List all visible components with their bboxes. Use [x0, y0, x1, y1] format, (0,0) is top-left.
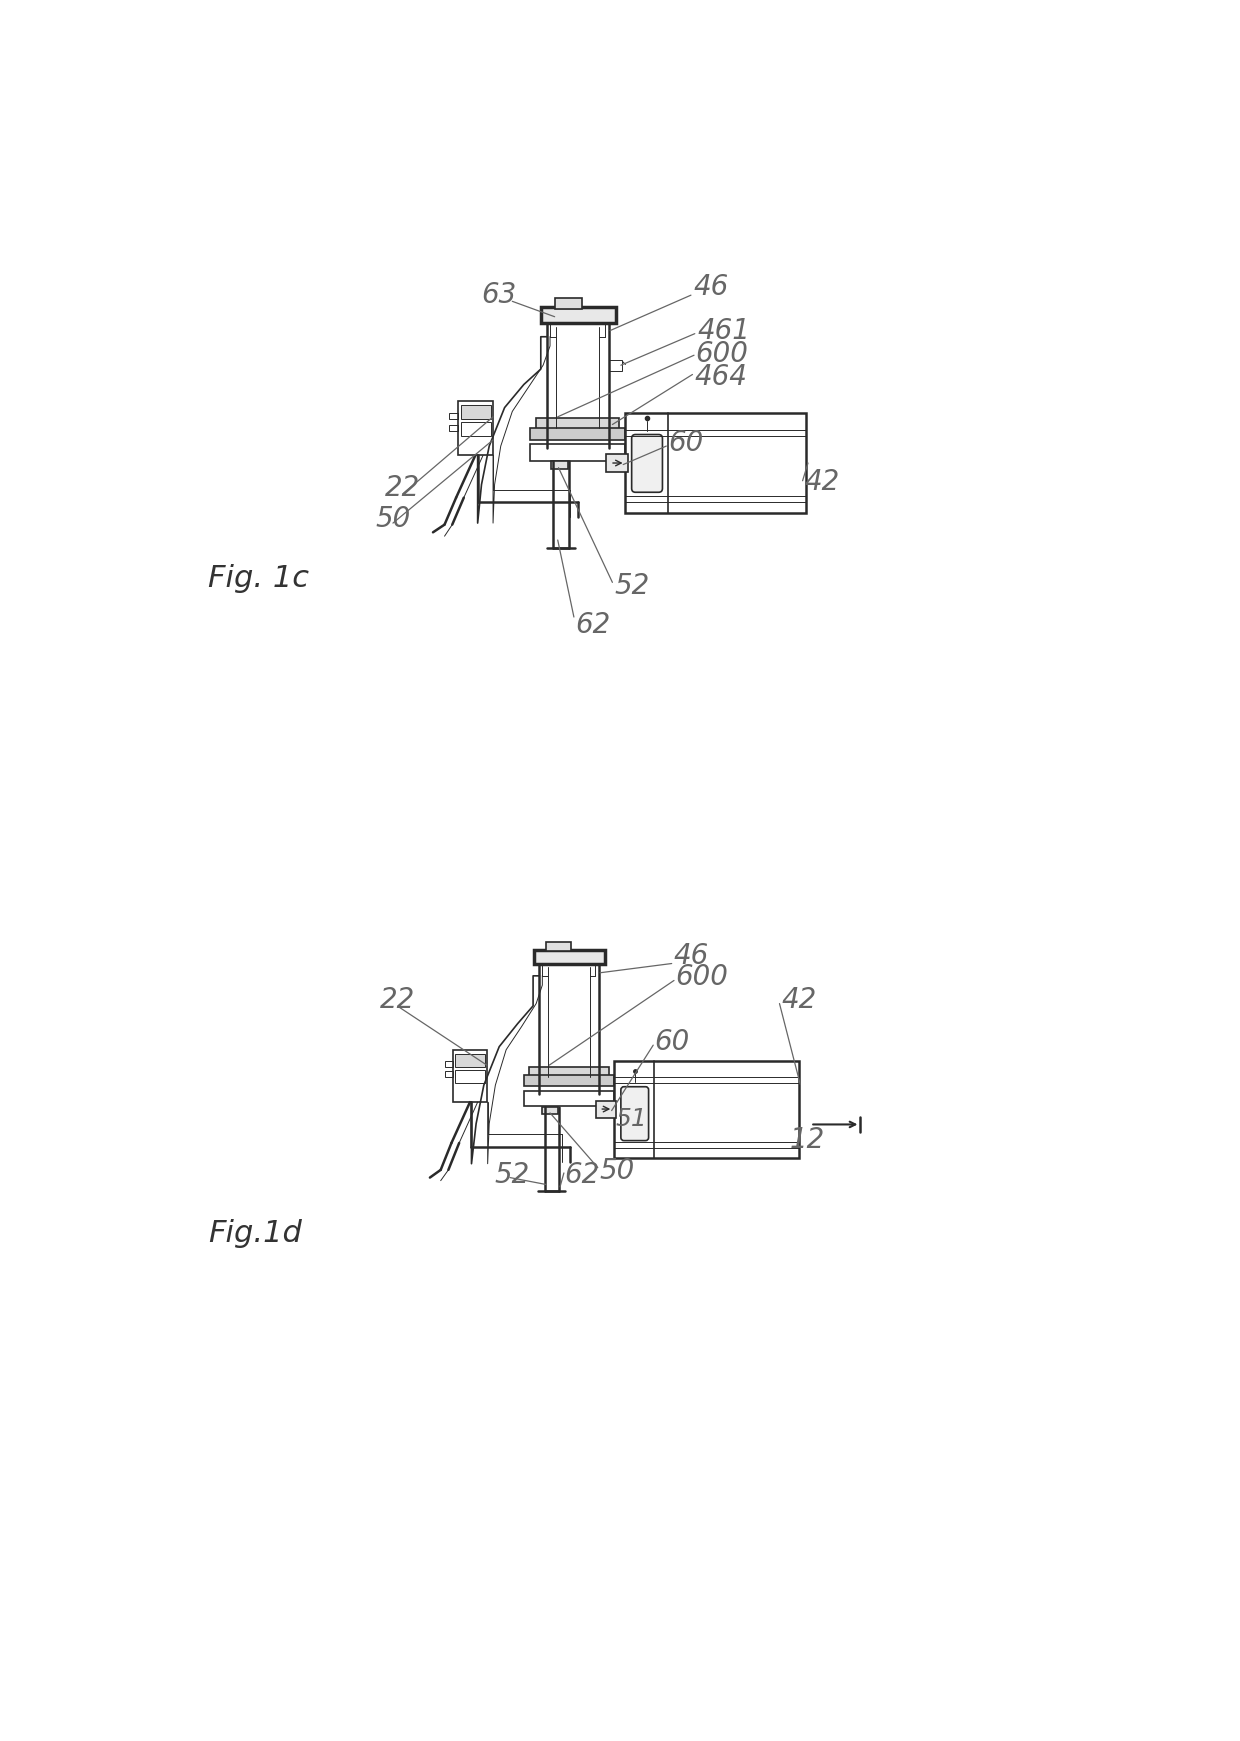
Bar: [614, 1062, 799, 1158]
Bar: [546, 942, 570, 951]
Bar: [453, 1050, 487, 1102]
Bar: [606, 454, 627, 472]
FancyBboxPatch shape: [621, 1086, 649, 1140]
Text: 50: 50: [376, 505, 410, 533]
Bar: [529, 444, 625, 461]
Bar: [529, 1067, 609, 1081]
Bar: [542, 1107, 558, 1114]
Text: 63: 63: [481, 280, 517, 310]
Text: 52: 52: [495, 1161, 529, 1189]
Bar: [461, 423, 491, 435]
Text: 42: 42: [805, 468, 841, 496]
Bar: [536, 418, 619, 434]
Bar: [541, 308, 616, 322]
FancyBboxPatch shape: [631, 435, 662, 493]
Bar: [444, 1071, 453, 1078]
Text: Fig.1d: Fig.1d: [208, 1219, 303, 1248]
Bar: [609, 360, 622, 371]
Text: 461: 461: [697, 317, 750, 345]
Bar: [444, 1060, 453, 1067]
Bar: [551, 461, 568, 468]
Bar: [554, 298, 582, 308]
Text: 60: 60: [655, 1027, 689, 1057]
Text: 22: 22: [379, 987, 415, 1015]
Bar: [461, 406, 491, 420]
Text: 22: 22: [386, 474, 420, 501]
Text: 50: 50: [599, 1158, 635, 1186]
Bar: [459, 402, 494, 456]
Bar: [534, 949, 605, 963]
Text: 51: 51: [615, 1107, 647, 1132]
Text: 600: 600: [676, 963, 728, 991]
Text: 46: 46: [675, 942, 709, 970]
Bar: [449, 413, 459, 420]
Text: 464: 464: [694, 362, 746, 390]
Text: 12: 12: [790, 1126, 825, 1154]
Bar: [596, 1100, 616, 1118]
Text: Fig. 1c: Fig. 1c: [208, 564, 309, 594]
Bar: [523, 1076, 614, 1086]
Text: 46: 46: [693, 273, 729, 301]
Text: 60: 60: [668, 428, 704, 456]
Bar: [625, 413, 806, 514]
Bar: [529, 428, 625, 440]
Text: 62: 62: [564, 1161, 600, 1189]
Text: 42: 42: [781, 987, 817, 1015]
Bar: [455, 1069, 485, 1083]
Bar: [523, 1090, 614, 1106]
Bar: [455, 1053, 485, 1067]
Text: 52: 52: [614, 573, 650, 601]
Text: 62: 62: [575, 611, 610, 639]
Bar: [449, 425, 459, 430]
Text: 600: 600: [696, 339, 749, 367]
